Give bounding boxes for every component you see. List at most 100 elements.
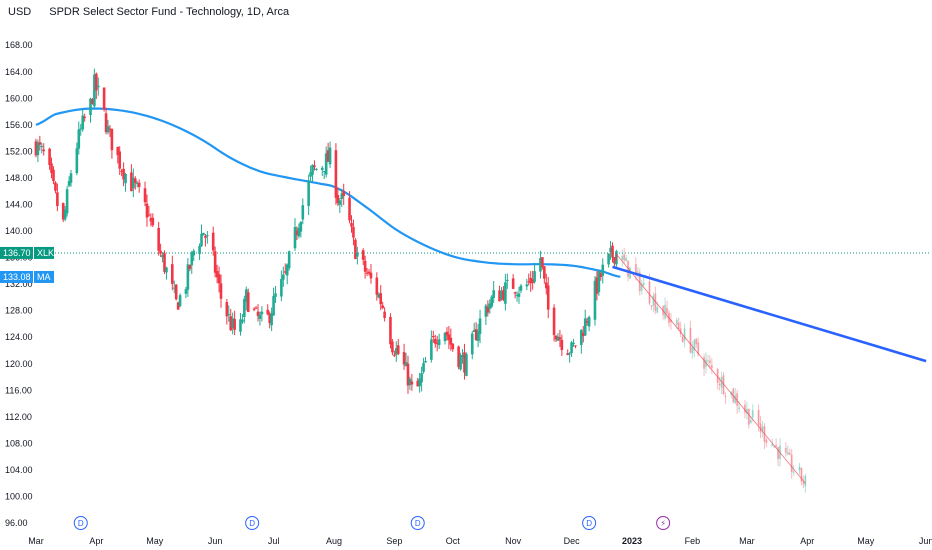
y-tick-label: 100.00: [5, 492, 33, 502]
projection-body: [652, 295, 655, 306]
candle-body: [457, 346, 460, 368]
projection-body: [759, 423, 762, 433]
candle-body: [525, 284, 529, 287]
candle-body: [492, 290, 495, 298]
projection-body: [738, 407, 741, 410]
candle-body: [172, 287, 176, 289]
candle-body: [583, 318, 587, 336]
projection-body: [800, 467, 803, 482]
dividend-marker: [73, 516, 88, 530]
candle-body: [529, 277, 532, 284]
candle-body: [67, 181, 71, 186]
y-tick-label: 140.00: [5, 226, 33, 236]
candle-body: [307, 180, 310, 207]
candle-body: [365, 272, 369, 274]
event-markers: D D D D ⚡: [73, 516, 671, 530]
candle-body: [93, 74, 96, 107]
candle-body: [69, 173, 73, 183]
symbol-title[interactable]: SPDR Select Sector Fund - Technology, 1D…: [49, 6, 290, 18]
candle-body: [613, 256, 616, 264]
earnings-marker: [656, 516, 671, 530]
trendline-layer[interactable]: [612, 265, 927, 363]
dividend-marker: [410, 516, 425, 530]
candle-body: [435, 343, 439, 345]
candle-body: [213, 251, 217, 273]
candle-body: [89, 98, 92, 116]
projection-body: [623, 254, 626, 261]
projection-body: [679, 328, 682, 335]
y-tick-label: 124.00: [5, 332, 33, 342]
candle-body: [313, 165, 316, 167]
x-tick-label: Jun: [208, 536, 223, 546]
candle-body: [34, 141, 38, 156]
last-price-badge-label-bg: [34, 246, 54, 259]
projection-body: [695, 338, 698, 345]
candle-body: [48, 148, 51, 165]
x-tick-label: May: [146, 536, 164, 546]
candle-body: [416, 380, 420, 387]
candle-body: [42, 149, 46, 152]
candle-body: [354, 239, 357, 260]
projection-body: [734, 395, 737, 404]
candle-body: [52, 169, 55, 182]
candle-body: [599, 273, 603, 277]
price-axis[interactable]: 96.00 100.00 104.00 108.00 112.00 116.00 120.0…: [5, 40, 33, 528]
projection-body: [732, 388, 735, 402]
x-tick-label: Sep: [386, 536, 402, 546]
candle-body: [165, 267, 168, 273]
candle-body: [192, 250, 196, 256]
candle-body: [484, 305, 488, 317]
candle-body: [459, 355, 462, 370]
candle-body: [299, 221, 303, 232]
candle-body: [282, 274, 285, 280]
trendline[interactable]: [612, 265, 927, 363]
projection-body: [697, 342, 700, 355]
candle-body: [120, 170, 123, 172]
candle-body: [420, 373, 423, 383]
candle-body: [239, 319, 242, 332]
projection-body: [664, 304, 667, 319]
candle-body: [280, 278, 283, 297]
candle-body: [147, 214, 151, 216]
projection-path: [616, 254, 806, 484]
candle-body: [560, 339, 564, 351]
projection-body: [716, 368, 719, 383]
candle-body: [118, 151, 122, 169]
projection-body: [636, 271, 639, 273]
candle-body: [188, 265, 192, 270]
y-tick-label: 128.00: [5, 306, 33, 316]
projection-body: [745, 408, 748, 414]
candle-body: [566, 353, 570, 355]
projection-body: [788, 452, 791, 455]
projection-body: [689, 327, 692, 353]
candle-body: [369, 272, 373, 279]
chart-header: USD SPDR Select Sector Fund - Technology…: [8, 6, 289, 18]
candle-body: [135, 183, 139, 185]
candle-body: [587, 317, 591, 327]
candle-body: [394, 348, 398, 355]
projection-body: [777, 447, 780, 460]
candle-body: [488, 303, 492, 309]
candle-body: [474, 329, 478, 341]
candle-body: [375, 277, 379, 295]
candle-body: [424, 361, 427, 363]
projection-body: [773, 446, 776, 448]
projection-body: [615, 254, 618, 261]
last-price-badge-label: XLK: [37, 248, 54, 258]
candle-body: [581, 332, 585, 337]
candle-body: [350, 223, 353, 227]
candle-body: [211, 232, 215, 251]
candle-body: [490, 296, 494, 307]
time-axis[interactable]: Mar Apr May Jun Jul Aug Sep Oct Nov Dec 2023 Feb Mar…: [28, 536, 932, 546]
x-tick-label: 2023: [622, 536, 642, 546]
projection-body: [804, 475, 807, 487]
candle-body: [108, 128, 112, 130]
x-tick-label: Mar: [739, 536, 755, 546]
y-tick-label: 108.00: [5, 438, 33, 448]
candle-body: [406, 363, 410, 386]
candle-body: [174, 284, 178, 300]
projection-body: [771, 443, 774, 446]
candle-body: [552, 307, 556, 336]
candle-body: [478, 318, 482, 334]
